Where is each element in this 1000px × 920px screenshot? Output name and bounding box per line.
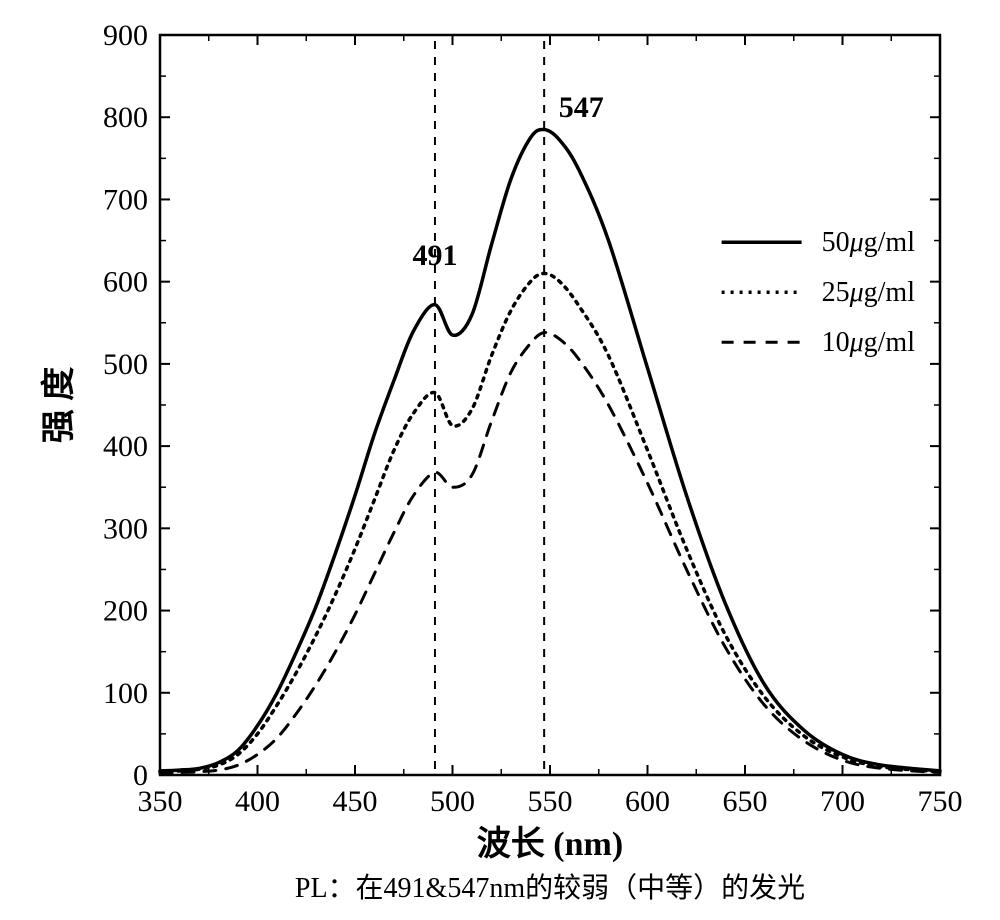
x-tick-label: 550 bbox=[528, 785, 573, 818]
x-tick-label: 500 bbox=[430, 785, 475, 818]
y-tick-label: 100 bbox=[103, 677, 148, 710]
peak-label: 491 bbox=[412, 239, 457, 272]
x-tick-label: 600 bbox=[625, 785, 670, 818]
x-tick-label: 700 bbox=[820, 785, 865, 818]
y-tick-label: 0 bbox=[133, 759, 148, 792]
y-tick-label: 500 bbox=[103, 348, 148, 381]
plot-frame bbox=[160, 35, 940, 775]
y-axis-label: 强 度 bbox=[40, 367, 78, 444]
y-tick-label: 800 bbox=[103, 101, 148, 134]
peak-label: 547 bbox=[559, 91, 604, 124]
x-axis-label: 波长 (nm) bbox=[477, 825, 623, 863]
x-tick-label: 400 bbox=[235, 785, 280, 818]
y-tick-label: 200 bbox=[103, 595, 148, 628]
y-tick-label: 600 bbox=[103, 266, 148, 299]
x-tick-label: 750 bbox=[918, 785, 963, 818]
y-tick-label: 900 bbox=[103, 19, 148, 52]
y-tick-label: 400 bbox=[103, 430, 148, 463]
x-tick-label: 650 bbox=[723, 785, 768, 818]
x-tick-label: 450 bbox=[333, 785, 378, 818]
y-tick-label: 300 bbox=[103, 512, 148, 545]
chart-svg: 3504004505005506006507007500100200300400… bbox=[30, 10, 970, 910]
pl-spectrum-chart: 3504004505005506006507007500100200300400… bbox=[30, 10, 970, 910]
legend-label: 50μg/ml bbox=[822, 227, 916, 258]
figure-caption: PL：在491&547nm的较弱（中等）的发光 bbox=[295, 872, 805, 904]
legend-label: 25μg/ml bbox=[822, 277, 916, 308]
legend-label: 10μg/ml bbox=[822, 327, 916, 358]
y-tick-label: 700 bbox=[103, 183, 148, 216]
